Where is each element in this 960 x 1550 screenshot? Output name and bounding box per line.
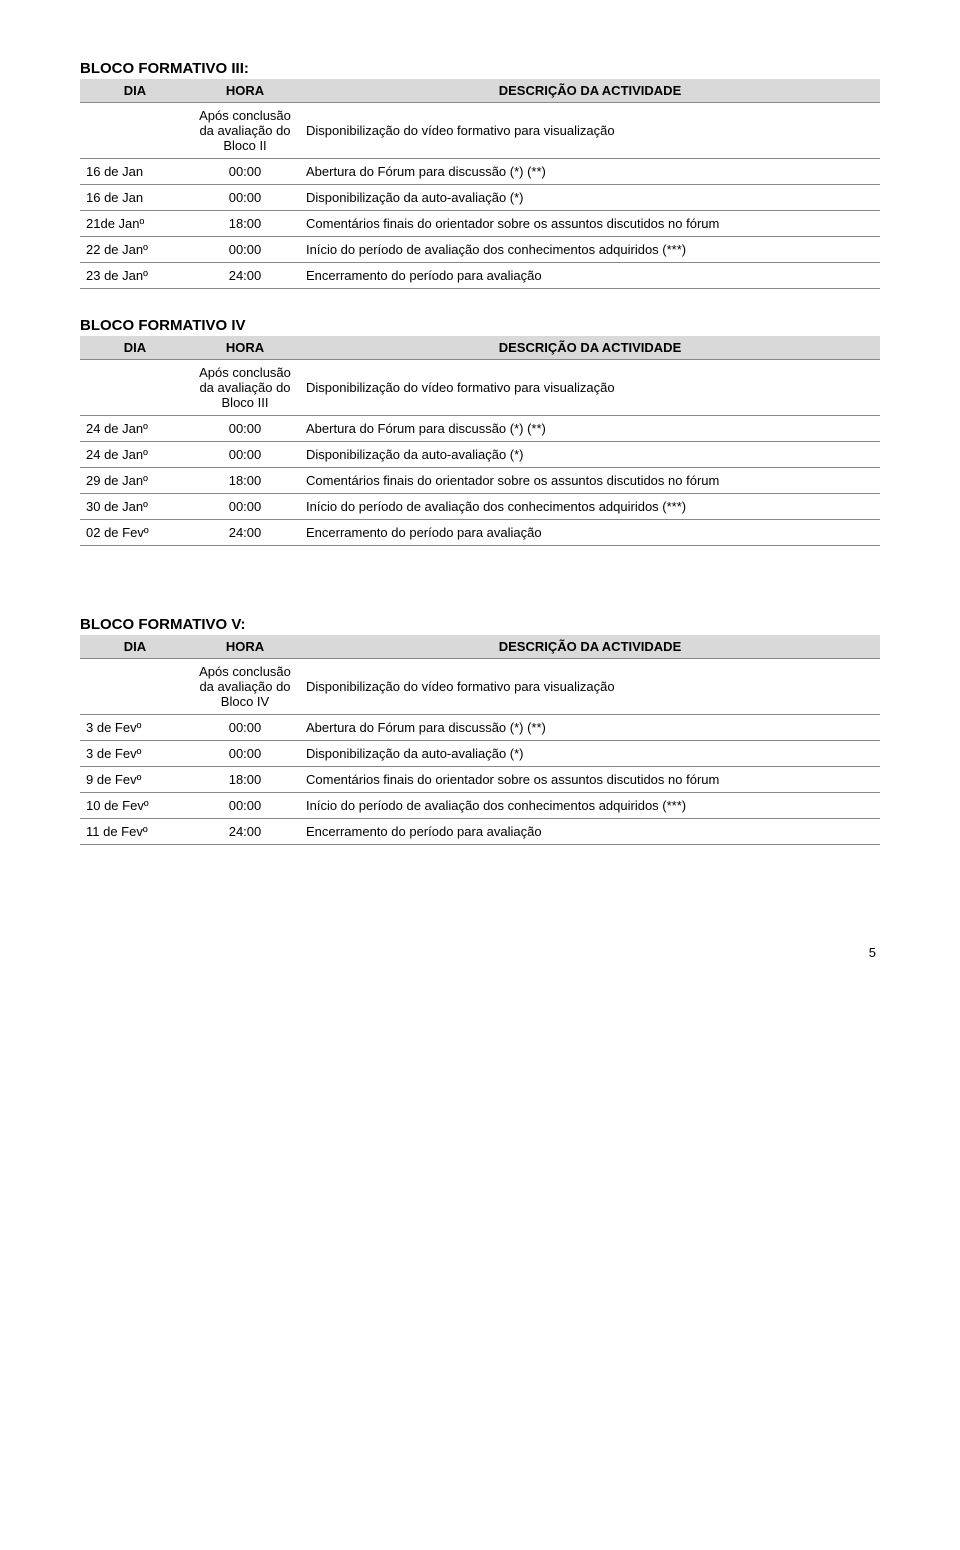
cell-hora: Após conclusão da avaliação do Bloco II [190, 103, 300, 159]
table-row: 3 de Fevº00:00Abertura do Fórum para dis… [80, 715, 880, 741]
cell-desc: Início do período de avaliação dos conhe… [300, 237, 880, 263]
column-header-hora: HORA [190, 336, 300, 360]
column-header-desc: DESCRIÇÃO DA ACTIVIDADE [300, 635, 880, 659]
cell-desc: Encerramento do período para avaliação [300, 520, 880, 546]
page-content: BLOCO FORMATIVO III:DIAHORADESCRIÇÃO DA … [80, 60, 880, 845]
cell-desc: Disponibilização do vídeo formativo para… [300, 659, 880, 715]
cell-hora: 00:00 [190, 715, 300, 741]
section-title: BLOCO FORMATIVO IV [80, 317, 880, 334]
cell-hora: Após conclusão da avaliação do Bloco III [190, 360, 300, 416]
cell-dia: 11 de Fevº [80, 819, 190, 845]
table-row: 23 de Janº24:00Encerramento do período p… [80, 263, 880, 289]
schedule-table: DIAHORADESCRIÇÃO DA ACTIVIDADEApós concl… [80, 79, 880, 289]
table-row: 10 de Fevº00:00Início do período de aval… [80, 793, 880, 819]
cell-hora: 18:00 [190, 468, 300, 494]
cell-dia: 23 de Janº [80, 263, 190, 289]
schedule-table: DIAHORADESCRIÇÃO DA ACTIVIDADEApós concl… [80, 336, 880, 546]
cell-hora: 00:00 [190, 793, 300, 819]
cell-desc: Comentários finais do orientador sobre o… [300, 211, 880, 237]
table-row: Após conclusão da avaliação do Bloco III… [80, 360, 880, 416]
table-row: 21de Janº18:00Comentários finais do orie… [80, 211, 880, 237]
column-header-desc: DESCRIÇÃO DA ACTIVIDADE [300, 336, 880, 360]
table-row: 3 de Fevº00:00Disponibilização da auto-a… [80, 741, 880, 767]
cell-dia [80, 360, 190, 416]
cell-desc: Disponibilização do vídeo formativo para… [300, 360, 880, 416]
column-header-dia: DIA [80, 635, 190, 659]
column-header-desc: DESCRIÇÃO DA ACTIVIDADE [300, 79, 880, 103]
schedule-table: DIAHORADESCRIÇÃO DA ACTIVIDADEApós concl… [80, 635, 880, 845]
cell-desc: Disponibilização da auto-avaliação (*) [300, 185, 880, 211]
cell-desc: Disponibilização da auto-avaliação (*) [300, 741, 880, 767]
section-title: BLOCO FORMATIVO V: [80, 616, 880, 633]
cell-dia: 3 de Fevº [80, 715, 190, 741]
cell-dia: 3 de Fevº [80, 741, 190, 767]
cell-hora: Após conclusão da avaliação do Bloco IV [190, 659, 300, 715]
table-row: 9 de Fevº18:00Comentários finais do orie… [80, 767, 880, 793]
cell-desc: Encerramento do período para avaliação [300, 819, 880, 845]
column-header-dia: DIA [80, 336, 190, 360]
cell-hora: 18:00 [190, 767, 300, 793]
cell-dia: 9 de Fevº [80, 767, 190, 793]
cell-hora: 00:00 [190, 185, 300, 211]
cell-desc: Encerramento do período para avaliação [300, 263, 880, 289]
table-row: Após conclusão da avaliação do Bloco IID… [80, 103, 880, 159]
cell-desc: Início do período de avaliação dos conhe… [300, 494, 880, 520]
cell-dia: 21de Janº [80, 211, 190, 237]
table-row: 30 de Janº00:00Início do período de aval… [80, 494, 880, 520]
cell-desc: Disponibilização do vídeo formativo para… [300, 103, 880, 159]
cell-desc: Disponibilização da auto-avaliação (*) [300, 442, 880, 468]
table-row: Após conclusão da avaliação do Bloco IVD… [80, 659, 880, 715]
table-row: 16 de Jan00:00Disponibilização da auto-a… [80, 185, 880, 211]
cell-desc: Início do período de avaliação dos conhe… [300, 793, 880, 819]
cell-dia: 30 de Janº [80, 494, 190, 520]
cell-hora: 24:00 [190, 819, 300, 845]
cell-hora: 00:00 [190, 416, 300, 442]
cell-dia: 02 de Fevº [80, 520, 190, 546]
cell-hora: 00:00 [190, 442, 300, 468]
cell-hora: 00:00 [190, 237, 300, 263]
cell-dia [80, 659, 190, 715]
table-row: 02 de Fevº24:00Encerramento do período p… [80, 520, 880, 546]
column-header-dia: DIA [80, 79, 190, 103]
cell-dia [80, 103, 190, 159]
cell-desc: Comentários finais do orientador sobre o… [300, 767, 880, 793]
table-row: 29 de Janº18:00Comentários finais do ori… [80, 468, 880, 494]
page-number: 5 [80, 945, 880, 960]
cell-dia: 22 de Janº [80, 237, 190, 263]
column-header-hora: HORA [190, 79, 300, 103]
section-title: BLOCO FORMATIVO III: [80, 60, 880, 77]
cell-desc: Abertura do Fórum para discussão (*) (**… [300, 159, 880, 185]
cell-dia: 24 de Janº [80, 416, 190, 442]
cell-hora: 00:00 [190, 741, 300, 767]
column-header-hora: HORA [190, 635, 300, 659]
cell-dia: 16 de Jan [80, 159, 190, 185]
table-row: 11 de Fevº24:00Encerramento do período p… [80, 819, 880, 845]
cell-dia: 24 de Janº [80, 442, 190, 468]
table-row: 22 de Janº00:00Início do período de aval… [80, 237, 880, 263]
cell-dia: 29 de Janº [80, 468, 190, 494]
table-row: 16 de Jan00:00Abertura do Fórum para dis… [80, 159, 880, 185]
cell-hora: 00:00 [190, 494, 300, 520]
cell-hora: 00:00 [190, 159, 300, 185]
cell-hora: 18:00 [190, 211, 300, 237]
cell-hora: 24:00 [190, 263, 300, 289]
table-row: 24 de Janº00:00Disponibilização da auto-… [80, 442, 880, 468]
cell-desc: Abertura do Fórum para discussão (*) (**… [300, 715, 880, 741]
cell-dia: 10 de Fevº [80, 793, 190, 819]
cell-hora: 24:00 [190, 520, 300, 546]
cell-desc: Comentários finais do orientador sobre o… [300, 468, 880, 494]
cell-dia: 16 de Jan [80, 185, 190, 211]
cell-desc: Abertura do Fórum para discussão (*) (**… [300, 416, 880, 442]
table-row: 24 de Janº00:00Abertura do Fórum para di… [80, 416, 880, 442]
